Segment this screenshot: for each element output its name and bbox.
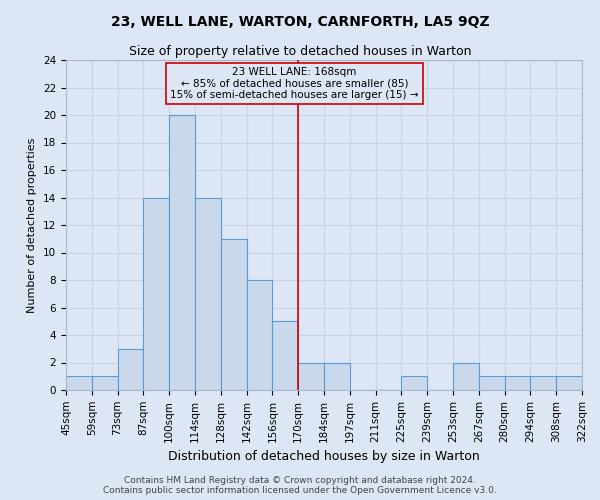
Text: Size of property relative to detached houses in Warton: Size of property relative to detached ho… [129, 45, 471, 58]
Bar [221, 239, 247, 390]
Bar [169, 115, 195, 390]
Bar [92, 376, 118, 390]
Bar [247, 280, 272, 390]
Bar [118, 349, 143, 390]
Bar [530, 376, 556, 390]
Text: 23, WELL LANE, WARTON, CARNFORTH, LA5 9QZ: 23, WELL LANE, WARTON, CARNFORTH, LA5 9Q… [110, 15, 490, 29]
Bar [195, 198, 221, 390]
Bar [505, 376, 530, 390]
Bar [272, 322, 298, 390]
X-axis label: Distribution of detached houses by size in Warton: Distribution of detached houses by size … [168, 450, 480, 463]
Bar [556, 376, 582, 390]
Bar [453, 362, 479, 390]
Y-axis label: Number of detached properties: Number of detached properties [28, 138, 37, 312]
Bar [298, 362, 324, 390]
Bar [401, 376, 427, 390]
Bar [143, 198, 169, 390]
Bar [324, 362, 350, 390]
Text: Contains HM Land Registry data © Crown copyright and database right 2024.
Contai: Contains HM Land Registry data © Crown c… [103, 476, 497, 495]
Text: 23 WELL LANE: 168sqm
← 85% of detached houses are smaller (85)
15% of semi-detac: 23 WELL LANE: 168sqm ← 85% of detached h… [170, 67, 419, 100]
Bar [66, 376, 92, 390]
Bar [479, 376, 505, 390]
